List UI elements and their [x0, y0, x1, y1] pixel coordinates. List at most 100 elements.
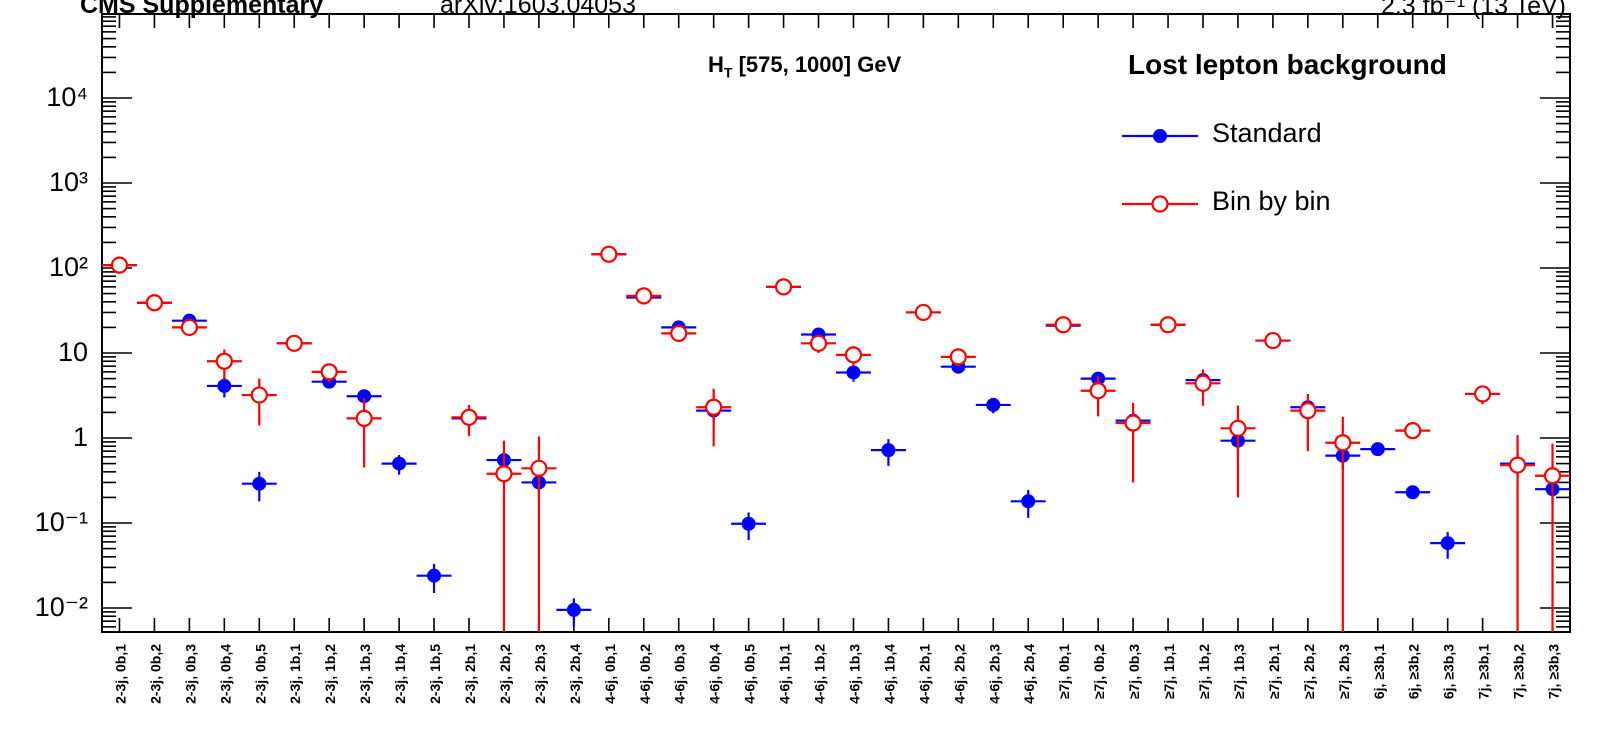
x-tick-label: 4-6j, 1b,3	[846, 644, 862, 704]
data-point	[914, 303, 932, 322]
y-tick-label: 10³	[48, 167, 88, 197]
x-tick-label: ≥7j, 1b,2	[1196, 644, 1212, 699]
x-tick-label: 6j, ≥3b,3	[1441, 644, 1457, 699]
data-point	[635, 287, 653, 305]
data-point	[530, 459, 548, 477]
data-point	[1054, 316, 1072, 334]
x-tick-label: 4-6j, 2b,2	[951, 644, 967, 704]
region-label-subscript: T	[723, 64, 733, 81]
x-tick-label: 2-3j, 0b,1	[112, 644, 128, 704]
legend-standard-label: Standard	[1212, 118, 1322, 148]
legend-binbybin-label: Bin by bin	[1212, 186, 1331, 216]
data-point	[285, 334, 303, 352]
data-point	[460, 408, 478, 426]
x-tick-label: ≥7j, 0b,3	[1126, 644, 1142, 699]
data-point	[774, 278, 793, 296]
x-tick-label: 4-6j, 0b,5	[742, 644, 758, 704]
x-tick-label: 7j, ≥3b,1	[1476, 644, 1492, 699]
data-point	[705, 398, 723, 416]
data-point	[495, 465, 513, 483]
y-tick-label: 10	[57, 337, 88, 367]
x-tick-label: 2-3j, 0b,3	[182, 644, 198, 704]
data-point	[1021, 494, 1036, 509]
x-tick-label: 2-3j, 2b,4	[567, 644, 583, 704]
data-point	[1508, 456, 1527, 474]
data-point	[600, 245, 618, 263]
data-point	[1543, 467, 1562, 485]
x-tick-label: 6j, ≥3b,2	[1406, 644, 1422, 699]
data-point	[986, 397, 1001, 412]
experiment-label: CMS Supplementary	[80, 0, 324, 19]
data-point	[427, 568, 442, 583]
data-point	[809, 334, 828, 352]
data-point	[217, 378, 232, 393]
x-tick-label: ≥7j, 2b,2	[1301, 644, 1317, 699]
x-tick-label: 4-6j, 2b,1	[916, 644, 932, 704]
data-point	[357, 389, 372, 404]
series-standard	[102, 247, 1570, 627]
axis-ticks	[102, 14, 1570, 632]
x-tick-label: 6j, ≥3b,1	[1371, 644, 1387, 699]
y-tick-label: 10⁻¹	[34, 507, 88, 537]
y-tick-label: 10²	[48, 252, 88, 282]
data-point	[1404, 422, 1422, 440]
data-point	[1370, 442, 1385, 457]
data-point	[180, 318, 198, 337]
y-tick-label: 10⁴	[46, 82, 88, 112]
x-tick-label: 4-6j, 2b,4	[1021, 644, 1037, 704]
legend-binbybin-marker	[1151, 195, 1169, 213]
x-tick-label: 2-3j, 1b,1	[287, 644, 303, 704]
x-tick-label: 4-6j, 0b,1	[602, 644, 618, 704]
data-point	[215, 352, 233, 370]
data-point	[881, 443, 896, 458]
x-tick-label: 2-3j, 2b,1	[462, 644, 478, 704]
x-tick-label: 2-3j, 0b,5	[252, 644, 268, 704]
data-point	[1089, 382, 1107, 400]
x-tick-label: 2-3j, 2b,2	[497, 644, 513, 704]
arxiv-label: arXiv:1603.04053	[440, 0, 636, 19]
x-tick-label: 4-6j, 0b,2	[637, 644, 653, 704]
x-tick-label: 4-6j, 1b,2	[812, 644, 828, 704]
x-tick-label: 4-6j, 0b,4	[707, 644, 723, 704]
legend-standard-marker	[1153, 129, 1167, 143]
x-tick-label: 4-6j, 1b,1	[777, 644, 793, 704]
data-point	[844, 346, 863, 364]
data-point	[1124, 414, 1142, 432]
data-point	[392, 456, 407, 471]
data-point	[1440, 536, 1455, 551]
region-label-main: H	[708, 52, 724, 77]
data-point	[110, 256, 129, 274]
data-point	[145, 294, 164, 312]
data-point	[1405, 485, 1420, 500]
x-tick-label: ≥7j, 2b,1	[1266, 644, 1282, 699]
x-tick-label: 2-3j, 1b,2	[322, 644, 338, 704]
x-tick-label: ≥7j, 1b,3	[1231, 644, 1247, 699]
x-tick-label: 2-3j, 1b,5	[427, 644, 443, 704]
data-point	[949, 348, 967, 366]
legend-markers	[1122, 129, 1198, 213]
data-point	[355, 409, 373, 428]
x-tick-label: 2-3j, 1b,4	[392, 644, 408, 704]
data-point	[250, 386, 268, 404]
data-point	[1474, 385, 1492, 403]
data-point	[741, 516, 756, 531]
x-tick-label: 2-3j, 0b,4	[217, 644, 233, 704]
data-point	[1299, 402, 1317, 420]
region-label: HT [575, 1000] GeV	[708, 52, 901, 80]
data-point	[252, 476, 267, 491]
data-point	[1229, 419, 1247, 437]
region-label-range: [575, 1000] GeV	[732, 52, 902, 77]
data-point	[670, 324, 688, 343]
luminosity-label: 2.3 fb⁻¹ (13 TeV)	[1380, 0, 1566, 20]
data-series	[102, 245, 1570, 632]
x-tick-label: ≥7j, 0b,2	[1091, 644, 1107, 699]
x-tick-label: 4-6j, 2b,3	[986, 644, 1002, 704]
x-tick-label: ≥7j, 1b,1	[1161, 644, 1177, 699]
data-point	[1159, 316, 1177, 334]
x-tick-label: ≥7j, 2b,3	[1336, 644, 1352, 699]
x-tick-label: ≥7j, 0b,1	[1056, 644, 1072, 699]
y-tick-label: 10⁻²	[34, 592, 88, 622]
x-tick-label: 2-3j, 0b,2	[147, 644, 163, 704]
x-tick-labels: 2-3j, 0b,1 2-3j, 0b,2 2-3j, 0b,3 2-3j, 0b,4…	[112, 644, 1561, 704]
